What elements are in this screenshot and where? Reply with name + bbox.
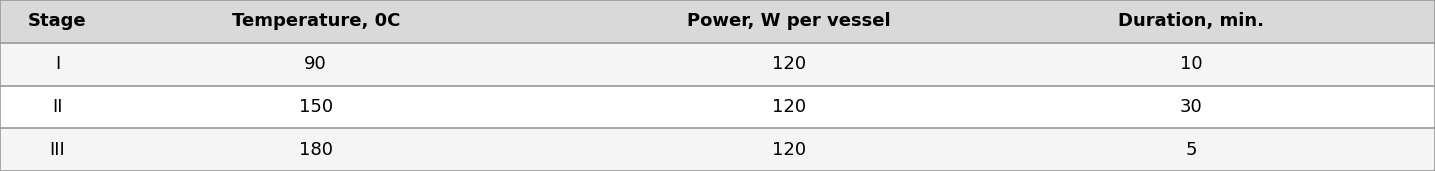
Bar xyxy=(0,128,1435,171)
Text: III: III xyxy=(50,141,65,159)
Text: 5: 5 xyxy=(1185,141,1197,159)
Text: Power, W per vessel: Power, W per vessel xyxy=(687,12,891,30)
Text: Stage: Stage xyxy=(29,12,86,30)
Text: II: II xyxy=(52,98,63,116)
Text: 180: 180 xyxy=(298,141,333,159)
Bar xyxy=(0,86,1435,128)
Bar xyxy=(0,0,1435,43)
Text: 90: 90 xyxy=(304,55,327,73)
Text: Temperature, 0C: Temperature, 0C xyxy=(231,12,400,30)
Text: 150: 150 xyxy=(298,98,333,116)
Text: 120: 120 xyxy=(772,55,806,73)
Text: Duration, min.: Duration, min. xyxy=(1118,12,1264,30)
Bar xyxy=(0,43,1435,86)
Text: 120: 120 xyxy=(772,141,806,159)
Text: I: I xyxy=(55,55,60,73)
Text: 120: 120 xyxy=(772,98,806,116)
Text: 30: 30 xyxy=(1180,98,1203,116)
Text: 10: 10 xyxy=(1180,55,1203,73)
